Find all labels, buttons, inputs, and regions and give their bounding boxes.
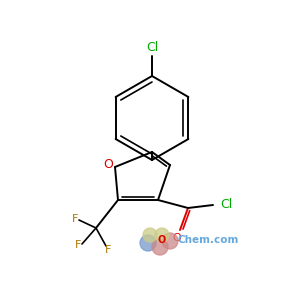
Text: F: F	[72, 214, 78, 224]
Text: F: F	[75, 240, 81, 250]
Text: F: F	[105, 245, 111, 255]
Text: Cl: Cl	[220, 197, 232, 211]
Text: Cl: Cl	[146, 41, 158, 54]
Circle shape	[152, 239, 168, 255]
Text: Chem.com: Chem.com	[178, 235, 239, 245]
Text: O: O	[158, 235, 166, 245]
Circle shape	[155, 228, 169, 242]
Text: O: O	[103, 158, 113, 172]
Circle shape	[162, 233, 178, 249]
Circle shape	[143, 228, 157, 242]
Circle shape	[140, 235, 156, 251]
Text: O: O	[172, 233, 182, 243]
